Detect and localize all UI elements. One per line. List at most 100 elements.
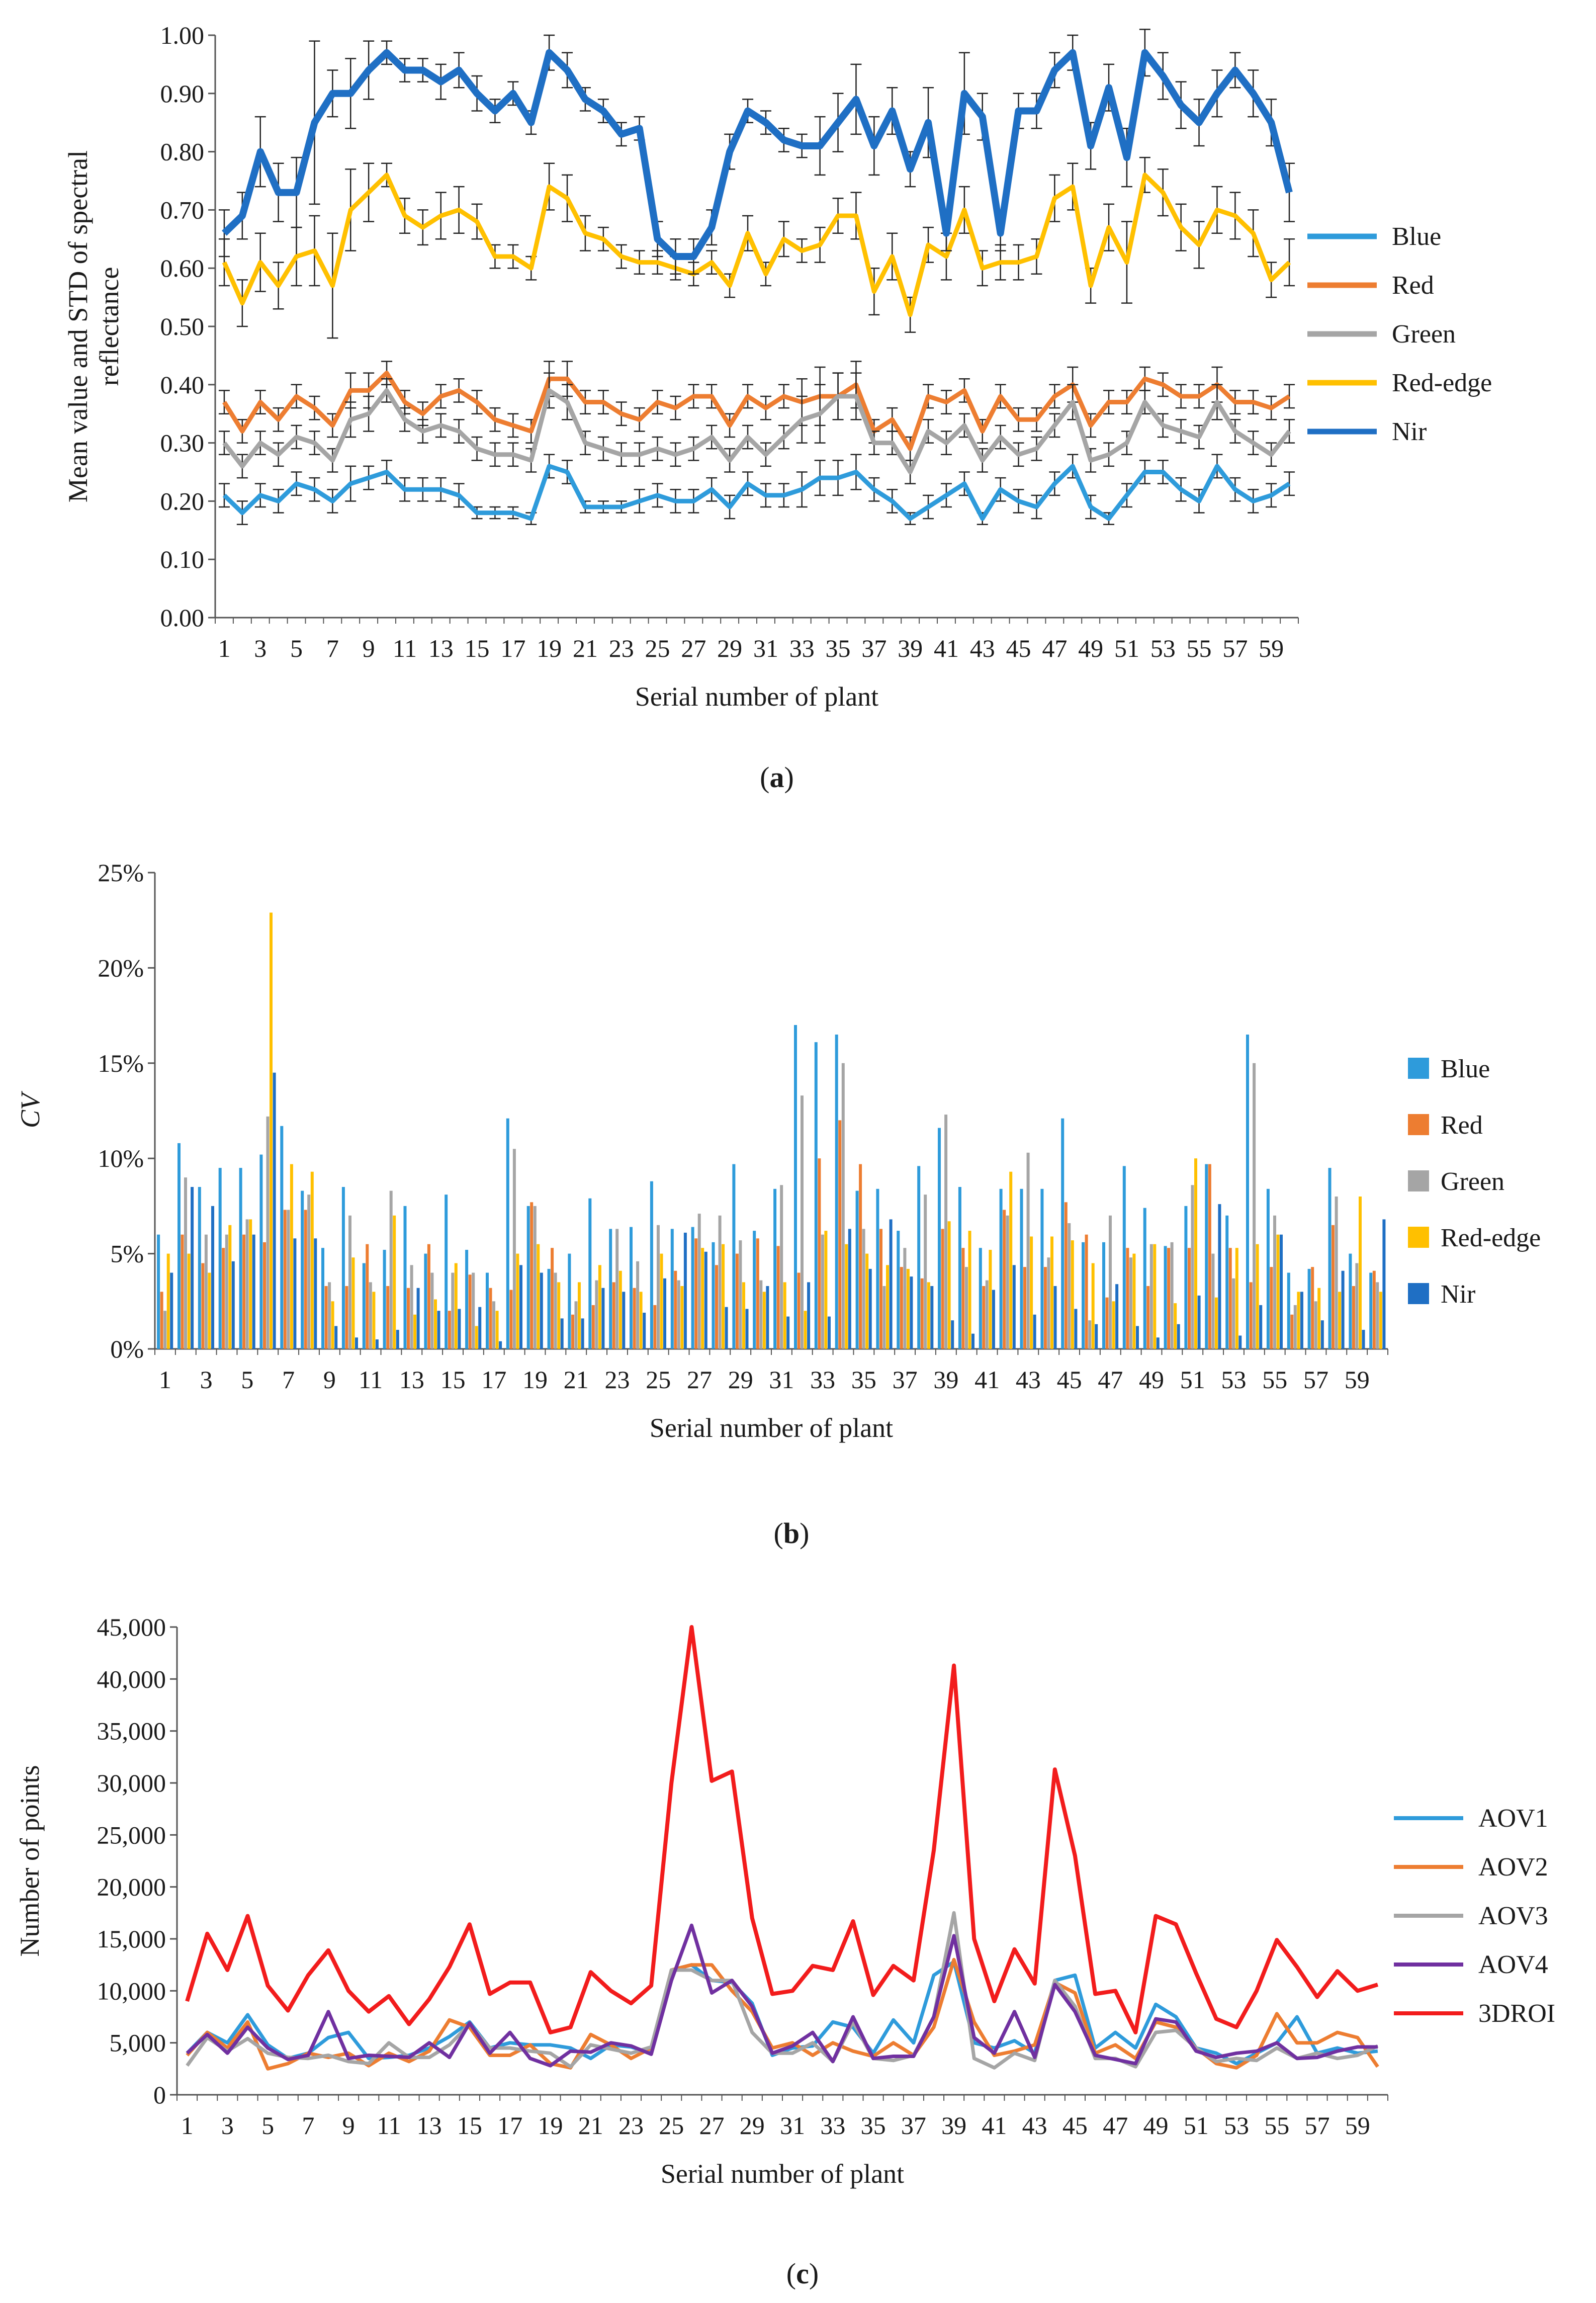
x-tick-label: 47 bbox=[1103, 2111, 1128, 2140]
x-tick-label: 3 bbox=[254, 634, 267, 662]
bar bbox=[571, 1314, 574, 1349]
bar bbox=[1064, 1202, 1068, 1349]
bar bbox=[1023, 1267, 1026, 1349]
x-tick-label: 15 bbox=[440, 1366, 466, 1394]
bar bbox=[1355, 1263, 1359, 1349]
legend-label: AOV2 bbox=[1478, 1853, 1548, 1882]
bar bbox=[1214, 1297, 1218, 1349]
bar bbox=[903, 1248, 907, 1349]
legend-label: Red bbox=[1441, 1111, 1483, 1140]
x-tick-label: 3 bbox=[221, 2111, 234, 2140]
bar bbox=[1246, 1035, 1249, 1349]
chart-panel-b: 0%5%10%15%20%25%1 3 5 7 9 11 13 15 17 19 21 23 25 27 2… bbox=[15, 859, 1541, 1550]
bar bbox=[1290, 1314, 1294, 1349]
bar bbox=[930, 1286, 934, 1349]
bar bbox=[211, 1206, 214, 1349]
series-blue bbox=[157, 1025, 1373, 1349]
bar bbox=[906, 1268, 910, 1349]
y-tick-label: 5,000 bbox=[110, 2029, 166, 2057]
legend-label: AOV4 bbox=[1478, 1950, 1548, 1979]
bar bbox=[166, 1253, 170, 1349]
legend-label: Blue bbox=[1441, 1055, 1490, 1083]
bar bbox=[413, 1314, 417, 1349]
bar bbox=[824, 1231, 828, 1349]
bar bbox=[270, 912, 273, 1349]
bar bbox=[766, 1286, 769, 1349]
bar bbox=[622, 1292, 626, 1349]
series-line bbox=[222, 388, 1291, 474]
x-tick-label: 25 bbox=[659, 2111, 684, 2140]
bar bbox=[865, 1253, 869, 1349]
series-red-edge bbox=[166, 912, 1382, 1349]
bar bbox=[889, 1219, 893, 1349]
bar bbox=[780, 1185, 783, 1349]
bar bbox=[598, 1265, 601, 1349]
y-tick-label: 25% bbox=[98, 859, 144, 887]
bar bbox=[786, 1316, 790, 1349]
panel-caption: (b) bbox=[774, 1517, 810, 1550]
x-tick-label: 21 bbox=[564, 1366, 589, 1394]
x-tick-label: 7 bbox=[326, 634, 339, 662]
x-tick-label: 53 bbox=[1224, 2111, 1249, 2140]
bar bbox=[947, 1221, 951, 1349]
y-tick-label: 0.40 bbox=[160, 371, 205, 399]
bar bbox=[187, 1253, 191, 1349]
caption-paren-close: ) bbox=[809, 2257, 819, 2290]
x-tick-label: 15 bbox=[457, 2111, 482, 2140]
bar bbox=[249, 1219, 252, 1349]
bar bbox=[218, 1168, 222, 1349]
x-tick-label: 37 bbox=[901, 2111, 926, 2140]
bar bbox=[266, 1116, 270, 1349]
y-tick-label: 0.70 bbox=[160, 196, 205, 224]
bar bbox=[1341, 1270, 1345, 1349]
x-tick-label: 5 bbox=[290, 634, 303, 662]
y-tick-label: 0.30 bbox=[160, 429, 205, 457]
x-tick-label: 9 bbox=[323, 1366, 336, 1394]
bar bbox=[1006, 1215, 1009, 1349]
caption-paren-close: ) bbox=[800, 1517, 809, 1550]
bar bbox=[560, 1318, 564, 1349]
bar bbox=[773, 1188, 777, 1349]
bar bbox=[1050, 1236, 1053, 1349]
bar bbox=[201, 1263, 205, 1349]
bar bbox=[516, 1253, 519, 1349]
x-tick-label: 33 bbox=[820, 2111, 845, 2140]
bar bbox=[314, 1238, 317, 1349]
bar bbox=[293, 1238, 297, 1349]
bar bbox=[1249, 1282, 1253, 1349]
bar bbox=[290, 1164, 293, 1349]
bar bbox=[578, 1282, 581, 1349]
bar bbox=[801, 1095, 804, 1349]
bar bbox=[393, 1215, 396, 1349]
bar bbox=[1164, 1246, 1167, 1349]
bar bbox=[581, 1318, 584, 1349]
bar bbox=[287, 1210, 290, 1349]
y-tick-label: 15,000 bbox=[97, 1925, 166, 1953]
x-tick-label: 41 bbox=[934, 634, 959, 662]
x-tick-label: 5 bbox=[241, 1366, 253, 1394]
bar bbox=[985, 1280, 989, 1349]
bar bbox=[650, 1181, 653, 1349]
x-tick-label: 21 bbox=[578, 2111, 603, 2140]
legend-label: Red-edge bbox=[1392, 369, 1492, 397]
bar bbox=[537, 1244, 540, 1349]
x-tick-label: 51 bbox=[1180, 1366, 1205, 1394]
bar bbox=[551, 1248, 554, 1349]
bar bbox=[328, 1282, 331, 1349]
x-tick-label: 41 bbox=[974, 1366, 1000, 1394]
bar bbox=[486, 1272, 489, 1349]
bar bbox=[1095, 1324, 1098, 1349]
bar bbox=[989, 1250, 992, 1349]
bar bbox=[683, 1232, 687, 1349]
bar bbox=[1033, 1314, 1036, 1349]
x-tick-label: 23 bbox=[605, 1366, 630, 1394]
bar bbox=[924, 1195, 927, 1349]
bar bbox=[1320, 1320, 1324, 1349]
bar bbox=[1293, 1305, 1297, 1349]
bar bbox=[1061, 1118, 1065, 1349]
legend-label: Nir bbox=[1392, 417, 1427, 446]
bar bbox=[310, 1171, 314, 1349]
bar bbox=[1020, 1188, 1023, 1349]
bar bbox=[198, 1187, 201, 1349]
y-tick-label: 5% bbox=[110, 1240, 144, 1268]
